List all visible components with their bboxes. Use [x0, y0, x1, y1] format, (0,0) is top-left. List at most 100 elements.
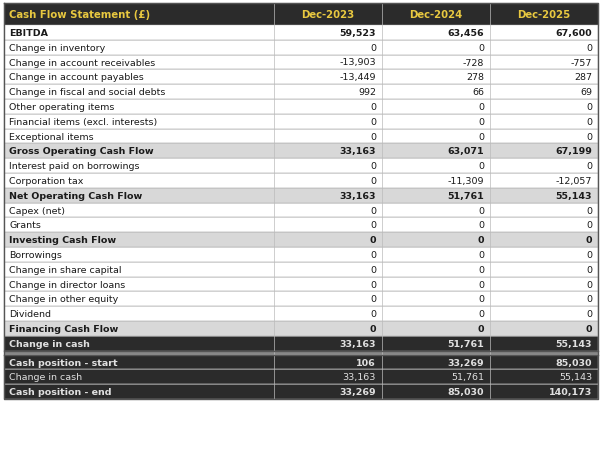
Text: 33,163: 33,163 — [340, 191, 376, 200]
Text: 0: 0 — [478, 265, 484, 274]
Text: 51,761: 51,761 — [447, 191, 484, 200]
Text: Financing Cash Flow: Financing Cash Flow — [9, 324, 118, 333]
Text: 0: 0 — [370, 295, 376, 304]
Text: Change in account receivables: Change in account receivables — [9, 58, 155, 67]
Text: Other operating items: Other operating items — [9, 103, 115, 112]
Text: Change in director loans: Change in director loans — [9, 280, 125, 289]
Text: Change in fiscal and social debts: Change in fiscal and social debts — [9, 88, 166, 97]
Bar — [4, 351, 598, 355]
Text: 0: 0 — [478, 103, 484, 112]
Text: 278: 278 — [466, 73, 484, 82]
Text: 0: 0 — [370, 221, 376, 230]
Text: Cash position - start: Cash position - start — [9, 358, 118, 367]
Bar — [4, 115, 598, 129]
Text: 0: 0 — [370, 118, 376, 126]
Text: 0: 0 — [370, 132, 376, 141]
Text: Financial items (excl. interests): Financial items (excl. interests) — [9, 118, 157, 126]
Text: 0: 0 — [370, 280, 376, 289]
Text: 0: 0 — [370, 177, 376, 185]
Text: Change in cash: Change in cash — [9, 373, 82, 381]
Text: 85,030: 85,030 — [556, 358, 592, 367]
Text: 140,173: 140,173 — [549, 387, 592, 396]
Text: -757: -757 — [571, 58, 592, 67]
Bar — [4, 26, 598, 41]
Text: Cash position - end: Cash position - end — [9, 387, 112, 396]
Bar — [4, 262, 598, 277]
Text: Gross Operating Cash Flow: Gross Operating Cash Flow — [9, 147, 154, 156]
Bar — [4, 233, 598, 247]
Text: 0: 0 — [478, 206, 484, 215]
Text: 0: 0 — [478, 235, 484, 245]
Text: 0: 0 — [370, 206, 376, 215]
Text: Change in other equity: Change in other equity — [9, 295, 118, 304]
Text: -13,449: -13,449 — [340, 73, 376, 82]
Text: 0: 0 — [478, 44, 484, 53]
Text: 55,143: 55,143 — [559, 373, 592, 381]
Bar — [4, 292, 598, 307]
Text: 106: 106 — [356, 358, 376, 367]
Bar — [4, 321, 598, 336]
Text: Change in account payables: Change in account payables — [9, 73, 144, 82]
Bar — [4, 336, 598, 351]
Text: 0: 0 — [478, 132, 484, 141]
Text: 0: 0 — [478, 280, 484, 289]
Text: Change in share capital: Change in share capital — [9, 265, 121, 274]
Text: Grants: Grants — [9, 221, 41, 230]
Bar — [4, 174, 598, 188]
Text: Cash Flow Statement (£): Cash Flow Statement (£) — [9, 10, 150, 20]
Text: Exceptional items: Exceptional items — [9, 132, 94, 141]
Text: EBITDA: EBITDA — [9, 29, 48, 38]
Text: Change in cash: Change in cash — [9, 339, 90, 348]
Bar — [4, 277, 598, 292]
Text: -13,903: -13,903 — [340, 58, 376, 67]
Bar — [4, 369, 598, 384]
Text: 0: 0 — [370, 324, 376, 333]
Text: Dec-2025: Dec-2025 — [517, 10, 571, 20]
Bar — [4, 188, 598, 203]
Text: 33,163: 33,163 — [343, 373, 376, 381]
Bar — [4, 144, 598, 159]
Text: Dividend: Dividend — [9, 309, 51, 319]
Bar — [4, 384, 598, 399]
Text: 0: 0 — [370, 250, 376, 259]
Text: 33,269: 33,269 — [448, 358, 484, 367]
Text: 0: 0 — [586, 103, 592, 112]
Text: Change in inventory: Change in inventory — [9, 44, 105, 53]
Text: Dec-2023: Dec-2023 — [301, 10, 355, 20]
Bar — [4, 100, 598, 115]
Text: 0: 0 — [586, 295, 592, 304]
Text: 0: 0 — [370, 162, 376, 171]
Text: 63,456: 63,456 — [448, 29, 484, 38]
Bar — [4, 70, 598, 85]
Text: Interest paid on borrowings: Interest paid on borrowings — [9, 162, 139, 171]
Text: 51,761: 51,761 — [447, 339, 484, 348]
Text: 0: 0 — [478, 162, 484, 171]
Text: 0: 0 — [586, 132, 592, 141]
Text: 0: 0 — [586, 265, 592, 274]
Text: Net Operating Cash Flow: Net Operating Cash Flow — [9, 191, 142, 200]
Text: -728: -728 — [463, 58, 484, 67]
Text: 0: 0 — [478, 309, 484, 319]
Text: 66: 66 — [472, 88, 484, 97]
Text: 63,071: 63,071 — [448, 147, 484, 156]
Text: 0: 0 — [586, 280, 592, 289]
Bar — [4, 85, 598, 100]
Bar — [4, 355, 598, 369]
Text: -12,057: -12,057 — [556, 177, 592, 185]
Text: 51,761: 51,761 — [451, 373, 484, 381]
Text: Investing Cash Flow: Investing Cash Flow — [9, 235, 116, 245]
Text: 55,143: 55,143 — [556, 339, 592, 348]
Text: Dec-2024: Dec-2024 — [409, 10, 463, 20]
Bar — [4, 159, 598, 174]
Text: 0: 0 — [586, 118, 592, 126]
Text: 0: 0 — [478, 221, 484, 230]
Text: 287: 287 — [574, 73, 592, 82]
Text: 0: 0 — [370, 235, 376, 245]
Text: Capex (net): Capex (net) — [9, 206, 65, 215]
Text: Borrowings: Borrowings — [9, 250, 62, 259]
Text: 0: 0 — [586, 162, 592, 171]
Text: 0: 0 — [370, 103, 376, 112]
Text: 0: 0 — [586, 44, 592, 53]
Text: 0: 0 — [586, 324, 592, 333]
Text: 33,163: 33,163 — [340, 147, 376, 156]
